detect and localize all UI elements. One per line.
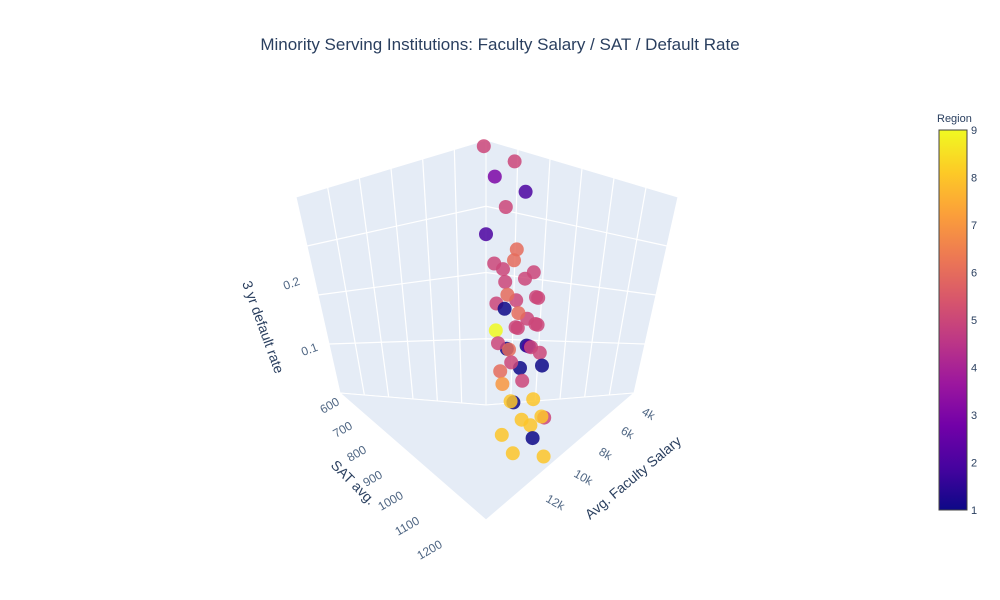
data-point[interactable] (476, 139, 491, 154)
data-point[interactable] (524, 340, 538, 355)
colorbar-tick-9: 9 (971, 125, 977, 137)
data-point[interactable] (526, 392, 541, 407)
data-point[interactable] (530, 317, 545, 332)
data-point[interactable] (514, 412, 529, 427)
scene-panes (295, 139, 679, 521)
colorbar-tick-3: 3 (971, 410, 977, 422)
colorbar-tick-2: 2 (971, 458, 977, 470)
data-point[interactable] (487, 256, 502, 271)
data-point[interactable] (495, 377, 510, 391)
colorbar-ticks: 1 2 3 4 5 6 7 8 9 (971, 125, 977, 517)
data-point[interactable] (515, 373, 530, 388)
data-point[interactable] (502, 342, 516, 357)
data-point[interactable] (510, 321, 525, 335)
data-point[interactable] (534, 409, 549, 424)
gridline-left-h (328, 338, 487, 345)
data-point[interactable] (493, 364, 508, 379)
z-tick-0.2: 0.2 (281, 274, 302, 293)
data-point[interactable] (525, 431, 540, 446)
data-point[interactable] (511, 306, 526, 321)
chart-title: Minority Serving Institutions: Faculty S… (260, 35, 739, 54)
data-point[interactable] (500, 287, 515, 302)
data-point[interactable] (479, 227, 493, 242)
x-axis-label: Avg. Faculty Salary (582, 433, 684, 523)
y-tick-600: 600 (318, 394, 343, 416)
y-tick-800: 800 (345, 442, 370, 464)
colorbar-tick-5: 5 (971, 315, 977, 327)
gridline-right-h (485, 338, 646, 345)
data-point[interactable] (504, 355, 519, 370)
data-point[interactable] (494, 427, 509, 442)
gridline-left-h (306, 205, 487, 247)
data-point[interactable] (498, 200, 513, 214)
y-tick-1100: 1100 (393, 513, 423, 538)
y-tick-700: 700 (331, 418, 356, 440)
colorbar-tick-7: 7 (971, 220, 977, 232)
data-point[interactable] (505, 446, 520, 461)
data-point[interactable] (498, 274, 513, 289)
x-tick-12k: 12k (544, 491, 569, 513)
data-point[interactable] (491, 336, 505, 351)
data-point[interactable] (487, 169, 502, 184)
x-tick-6k: 6k (619, 423, 638, 442)
data-point[interactable] (509, 242, 524, 257)
data-point[interactable] (488, 323, 503, 338)
z-axis-label: 3 yr default rate (239, 279, 287, 376)
colorbar-tick-4: 4 (971, 363, 977, 375)
gridline-right-h (485, 271, 657, 296)
z-axis-ticks: 0.2 0.1 (281, 274, 320, 359)
y-tick-1200: 1200 (415, 537, 445, 563)
data-point[interactable] (507, 154, 522, 169)
data-point[interactable] (503, 394, 518, 409)
x-tick-4k: 4k (640, 404, 659, 423)
data-points (476, 139, 552, 464)
data-point[interactable] (535, 358, 549, 373)
data-point[interactable] (518, 184, 533, 199)
colorbar-title: Region (937, 113, 972, 125)
colorbar-tick-1: 1 (971, 505, 977, 517)
colorbar-tick-6: 6 (971, 268, 977, 280)
colorbar (938, 129, 968, 511)
x-tick-8k: 8k (597, 444, 616, 463)
data-point[interactable] (536, 449, 551, 464)
data-point[interactable] (531, 290, 546, 305)
colorbar-tick-8: 8 (971, 173, 977, 185)
x-tick-10k: 10k (572, 466, 597, 488)
data-point[interactable] (518, 271, 532, 286)
z-tick-0.1: 0.1 (299, 340, 320, 359)
data-point[interactable] (507, 253, 521, 268)
data-point[interactable] (497, 301, 512, 316)
gridline-right-h (485, 205, 668, 247)
gridline-left-h (317, 271, 487, 296)
y-tick-1000: 1000 (376, 488, 406, 514)
